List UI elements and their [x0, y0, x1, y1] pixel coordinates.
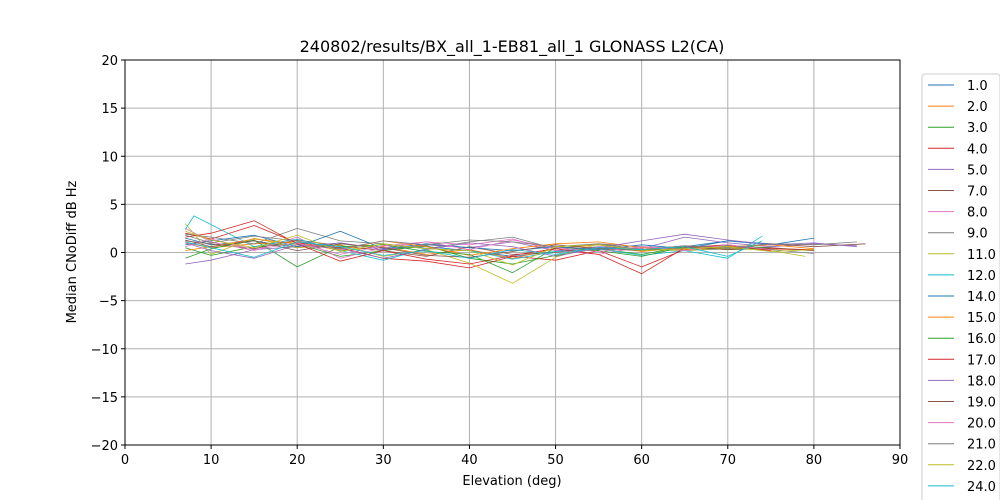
legend-label: 3.0 [967, 121, 988, 136]
legend-label: 2.0 [967, 100, 988, 115]
y-tick-label: 10 [101, 150, 118, 165]
x-tick-label: 10 [203, 453, 220, 468]
y-tick-label: −5 [99, 295, 118, 310]
y-tick-label: −15 [91, 391, 118, 406]
legend-label: 14.0 [967, 290, 996, 305]
x-tick-label: 60 [633, 453, 650, 468]
legend-label: 9.0 [967, 227, 988, 242]
x-tick-label: 80 [806, 453, 823, 468]
legend-label: 7.0 [967, 185, 988, 200]
y-tick-label: −20 [91, 439, 118, 454]
x-tick-label: 90 [892, 453, 909, 468]
legend-label: 15.0 [967, 311, 996, 326]
x-tick-label: 50 [547, 453, 564, 468]
legend-label: 19.0 [967, 396, 996, 411]
x-tick-label: 40 [461, 453, 478, 468]
legend: 1.0 2.0 3.0 4.0 5.0 7.0 8.0 9.0 11.0 12.0 14.0 15.0… [921, 73, 1000, 500]
x-tick-label: 20 [289, 453, 306, 468]
legend-label: 16.0 [967, 332, 996, 347]
y-tick-label: 0 [110, 247, 118, 262]
series-line [185, 220, 771, 275]
series-line [185, 240, 763, 259]
legend-label: 17.0 [967, 353, 996, 368]
x-tick-label: 0 [121, 453, 129, 468]
y-axis-label: Median CNoDiff dB Hz [65, 180, 80, 323]
y-tick-label: 5 [110, 198, 118, 213]
chart-title: 240802/results/BX_all_1-EB81_all_1 GLONA… [300, 37, 725, 57]
legend-label: 1.0 [967, 79, 988, 94]
series-line [185, 233, 857, 259]
legend-label: 11.0 [967, 248, 996, 263]
x-tick-label: 70 [720, 453, 737, 468]
legend-label: 24.0 [967, 480, 996, 495]
series-line [185, 239, 814, 258]
legend-label: 20.0 [967, 417, 996, 432]
series-line [185, 227, 814, 254]
legend-label: 5.0 [967, 163, 988, 178]
legend-label: 22.0 [967, 459, 996, 474]
axis-ticks: 0 10 20 30 40 50 60 70 80 90 −20 −15 −10 −5 0 5 10 15 20 [91, 54, 909, 468]
legend-label: 8.0 [967, 206, 988, 221]
series-line [185, 239, 771, 274]
x-tick-label: 30 [375, 453, 392, 468]
y-tick-label: −10 [91, 343, 118, 358]
legend-label: 18.0 [967, 374, 996, 389]
x-axis-label: Elevation (deg) [462, 474, 561, 489]
series-line [185, 230, 814, 266]
legend-label: 12.0 [967, 269, 996, 284]
series-line [185, 230, 814, 252]
y-tick-label: 15 [101, 102, 118, 117]
legend-label: 21.0 [967, 438, 996, 453]
series-lines [184, 215, 866, 284]
y-tick-label: 20 [101, 54, 118, 69]
legend-frame [921, 73, 1000, 500]
legend-label: 4.0 [967, 142, 988, 157]
